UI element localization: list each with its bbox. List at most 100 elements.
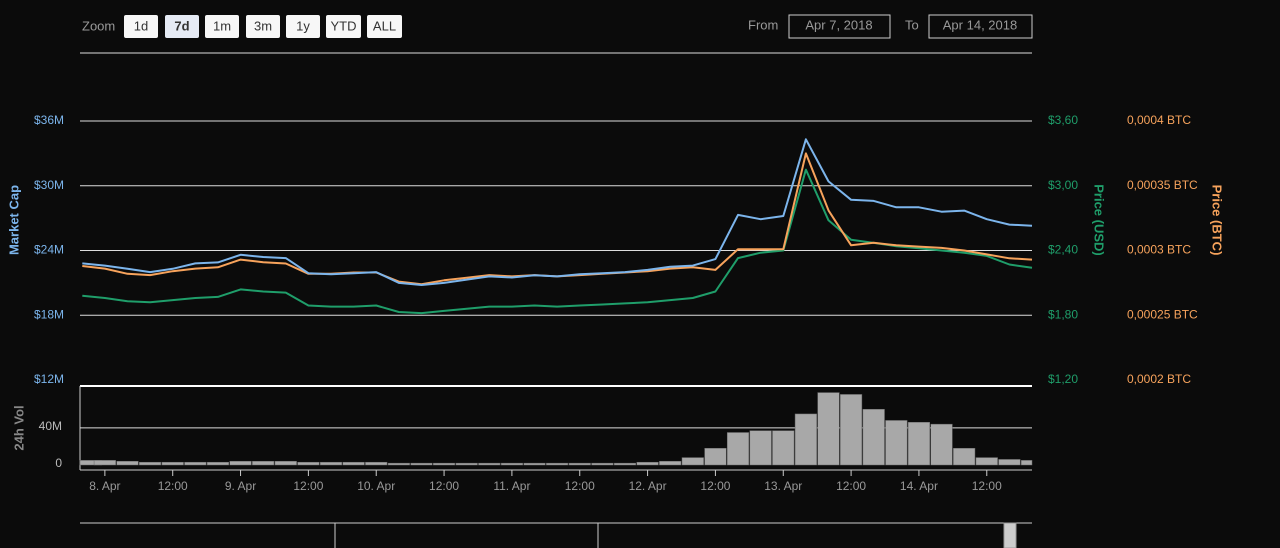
x-tick-label: 10. Apr (357, 479, 395, 493)
zoom-button[interactable] (286, 15, 320, 38)
zoom-label: Zoom (82, 18, 115, 33)
volume-bar (885, 420, 908, 466)
volume-bar (998, 459, 1021, 466)
y3-tick-label: 0,0002 BTC (1127, 372, 1191, 386)
x-tick-label: 12:00 (565, 479, 595, 493)
volume-bar (319, 461, 343, 466)
volume-bar (568, 462, 591, 466)
navigator-handle[interactable] (1003, 522, 1017, 548)
volume-bar (365, 461, 388, 466)
x-tick-label: 8. Apr (89, 479, 120, 493)
y3-tick-label: 0,00025 BTC (1127, 307, 1198, 321)
from-input[interactable] (788, 14, 891, 39)
x-tick-label: 12:00 (700, 479, 730, 493)
x-tick-label: 12:00 (158, 479, 188, 493)
volume-bar (794, 413, 817, 466)
volume-bar (726, 432, 750, 466)
zoom-button-label[interactable]: 1d (134, 18, 148, 33)
volume-bar (930, 423, 953, 466)
volume-bar (523, 462, 546, 466)
y2-tick-label: $3,60 (1048, 113, 1078, 127)
zoom-button-label[interactable]: 1m (213, 18, 231, 33)
volume-bar (704, 448, 727, 466)
volume-bar (862, 409, 885, 466)
to-input[interactable] (928, 14, 1033, 39)
y3-axis-title: Price (BTC) (1210, 185, 1225, 256)
series-line (82, 138, 1033, 286)
x-tick-label: 12. Apr (629, 479, 667, 493)
volume-axis-title: 24h Vol (11, 405, 26, 450)
zoom-button[interactable] (165, 15, 199, 38)
y-tick-label: $24M (34, 243, 64, 257)
zoom-button[interactable] (246, 15, 280, 38)
volume-bar (116, 461, 139, 466)
zoom-button-label[interactable]: 7d (174, 18, 189, 33)
x-tick-label: 12:00 (836, 479, 866, 493)
x-tick-label: 13. Apr (764, 479, 802, 493)
y-tick-label: 40M (39, 419, 62, 433)
y2-axis-title: Price (USD) (1092, 184, 1107, 256)
volume-bar (342, 461, 365, 466)
y2-tick-label: $2,40 (1048, 243, 1078, 257)
series-line (82, 152, 1033, 286)
volume-bar (975, 457, 998, 466)
volume-bar (772, 430, 795, 466)
volume-bar (229, 461, 252, 466)
volume-bar (387, 462, 410, 466)
series-line (82, 168, 1033, 315)
to-label: To (905, 17, 919, 32)
volume-bar (636, 461, 659, 466)
y3-tick-label: 0,0003 BTC (1127, 243, 1191, 257)
volume-bar (139, 461, 162, 466)
x-tick-label: 12:00 (429, 479, 459, 493)
volume-bar (478, 462, 501, 466)
x-tick-label: 11. Apr (493, 479, 530, 493)
x-tick-label: 12:00 (972, 479, 1002, 493)
y-tick-label: 0 (55, 456, 62, 470)
zoom-button-label[interactable]: 1y (296, 18, 310, 33)
zoom-button[interactable] (326, 15, 361, 38)
volume-bar (455, 462, 478, 466)
zoom-button[interactable] (367, 15, 402, 38)
zoom-button-label[interactable]: ALL (373, 18, 396, 33)
volume-bar (161, 461, 184, 466)
volume-bar (817, 392, 840, 466)
zoom-button-label[interactable]: YTD (331, 18, 357, 33)
volume-bar (749, 430, 772, 466)
y3-tick-label: 0,0004 BTC (1127, 113, 1191, 127)
volume-bar (184, 461, 207, 466)
x-tick-label: 14. Apr (900, 479, 938, 493)
volume-bar (591, 462, 614, 466)
volume-bar (840, 394, 863, 466)
volume-bar (907, 422, 930, 466)
zoom-button[interactable] (124, 15, 158, 38)
volume-bar (546, 462, 569, 466)
y-tick-label: $12M (34, 372, 64, 386)
volume-bar (252, 461, 275, 466)
x-tick-label: 12:00 (293, 479, 323, 493)
y3-tick-label: 0,00035 BTC (1127, 178, 1198, 192)
y-tick-label: $18M (34, 307, 64, 321)
volume-bar (500, 462, 523, 466)
volume-bar (1020, 460, 1033, 466)
volume-bar (433, 462, 456, 466)
volume-bar (274, 461, 297, 466)
x-tick-label: 9. Apr (225, 479, 256, 493)
y-axis-title: Market Cap (6, 185, 21, 255)
from-value[interactable]: Apr 7, 2018 (805, 17, 872, 32)
volume-bar (206, 461, 229, 466)
y2-tick-label: $1,20 (1048, 372, 1078, 386)
volume-bar (659, 461, 682, 466)
y2-tick-label: $3,00 (1048, 178, 1078, 192)
y-tick-label: $36M (34, 113, 64, 127)
volume-bar (613, 462, 637, 466)
zoom-button[interactable] (205, 15, 239, 38)
to-value[interactable]: Apr 14, 2018 (943, 17, 1017, 32)
volume-bar (681, 457, 704, 466)
volume-bar (93, 460, 116, 466)
volume-bar (410, 462, 433, 466)
from-label: From (748, 17, 778, 32)
zoom-button-label[interactable]: 3m (254, 18, 272, 33)
volume-bar (953, 448, 976, 466)
